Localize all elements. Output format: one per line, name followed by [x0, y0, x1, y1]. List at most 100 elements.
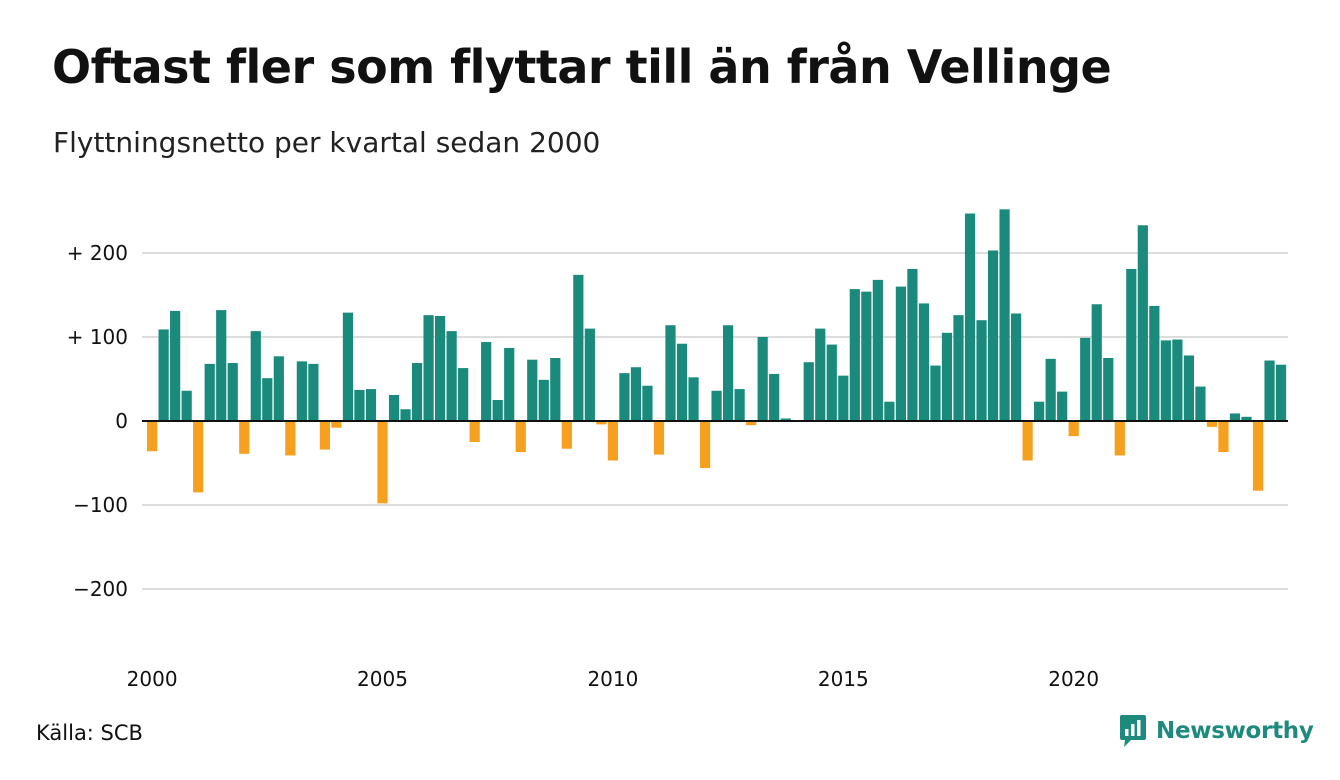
bar-positive: [492, 400, 503, 421]
bar-positive: [826, 344, 837, 421]
bar-positive: [435, 316, 446, 421]
bar-positive: [1057, 391, 1068, 421]
bar-positive: [446, 331, 457, 421]
bar-positive: [181, 390, 192, 421]
bar-positive: [538, 379, 549, 421]
bar-positive: [1034, 401, 1045, 421]
bar-positive: [723, 325, 734, 421]
chart-title: Oftast fler som flyttar till än från Vel…: [52, 40, 1112, 94]
bar-negative: [331, 421, 342, 428]
chart-subtitle: Flyttningsnetto per kvartal sedan 2000: [53, 126, 601, 159]
bar-positive: [342, 312, 354, 421]
bar-positive: [1183, 355, 1194, 421]
bar-negative: [1068, 421, 1079, 437]
bar-positive: [1149, 305, 1160, 421]
bar-positive: [158, 329, 169, 421]
bar-negative: [1206, 421, 1218, 427]
bar-positive: [550, 358, 561, 421]
bar-negative: [699, 421, 711, 469]
bar-positive: [734, 389, 745, 421]
bar-positive: [987, 250, 999, 421]
bar-positive: [423, 315, 434, 421]
bar-positive: [1241, 416, 1252, 421]
bar-positive: [1011, 313, 1022, 421]
bars: [147, 209, 1287, 504]
bar-positive: [411, 363, 423, 421]
bar-positive: [838, 375, 849, 421]
bar-positive: [504, 347, 515, 421]
x-tick-label: 2020: [1048, 667, 1099, 691]
bar-positive: [584, 328, 595, 421]
bar-positive: [769, 373, 780, 421]
bar-positive: [688, 377, 699, 421]
bar-positive: [711, 390, 722, 421]
bar-positive: [273, 356, 284, 421]
bar-positive: [676, 343, 688, 421]
bar-positive: [803, 362, 814, 421]
bar-positive: [872, 279, 883, 421]
bar-positive: [527, 359, 538, 421]
bar-negative: [1022, 421, 1033, 461]
y-tick-label: −200: [73, 577, 128, 601]
bar-negative: [515, 421, 526, 453]
bar-positive: [964, 213, 976, 421]
bar-positive: [642, 385, 653, 421]
bar-positive: [296, 361, 307, 421]
bar-positive: [976, 320, 987, 421]
newsworthy-logo-icon: [1120, 715, 1146, 747]
bar-positive: [941, 332, 953, 421]
bar-negative: [285, 421, 296, 456]
bar-positive: [907, 268, 918, 421]
brand-logo: Newsworthy: [1118, 713, 1314, 749]
bar-positive: [308, 363, 319, 421]
bar-positive: [481, 342, 492, 421]
bar-negative: [147, 421, 158, 452]
x-tick-label: 2000: [127, 667, 178, 691]
bar-negative: [1252, 421, 1264, 491]
bar-negative: [746, 421, 757, 426]
bar-positive: [953, 315, 964, 421]
y-axis-labels: + 200 + 100 0 −100 −200: [67, 241, 128, 601]
bar-positive: [1275, 364, 1287, 421]
bar-positive: [204, 363, 215, 421]
bar-positive: [630, 367, 642, 421]
y-tick-label: + 200: [67, 241, 128, 265]
bar-positive: [895, 286, 906, 421]
bar-negative: [607, 421, 618, 461]
bar-positive: [388, 394, 400, 421]
brand-name: Newsworthy: [1156, 718, 1314, 744]
bar-positive: [884, 401, 895, 421]
source-note: Källa: SCB: [36, 721, 143, 745]
bar-positive: [262, 378, 273, 421]
bar-positive: [250, 331, 261, 421]
bar-negative: [596, 421, 607, 425]
bar-positive: [400, 409, 411, 421]
bar-positive: [849, 289, 860, 421]
y-tick-label: 0: [115, 409, 128, 433]
bar-positive: [1160, 340, 1171, 421]
bar-negative: [239, 421, 250, 454]
bar-positive: [1103, 358, 1114, 421]
bar-positive: [170, 310, 181, 421]
bar-positive: [918, 303, 930, 421]
bar-positive: [458, 368, 469, 421]
bar-negative: [377, 421, 388, 504]
bar-positive: [1091, 304, 1102, 421]
bar-positive: [1126, 268, 1137, 421]
bar-positive: [861, 291, 872, 421]
x-tick-label: 2015: [818, 667, 869, 691]
bar-negative: [1218, 421, 1229, 453]
y-tick-label: −100: [73, 493, 128, 517]
bar-negative: [1114, 421, 1125, 456]
bar-positive: [619, 373, 630, 421]
bar-positive: [999, 209, 1010, 421]
bar-positive: [815, 328, 826, 421]
bar-positive: [216, 310, 227, 421]
bar-positive: [573, 274, 584, 421]
bar-positive: [930, 365, 941, 421]
bar-negative: [561, 421, 572, 449]
bar-positive: [1229, 413, 1241, 421]
bar-positive: [1137, 225, 1148, 421]
bar-negative: [653, 421, 665, 455]
